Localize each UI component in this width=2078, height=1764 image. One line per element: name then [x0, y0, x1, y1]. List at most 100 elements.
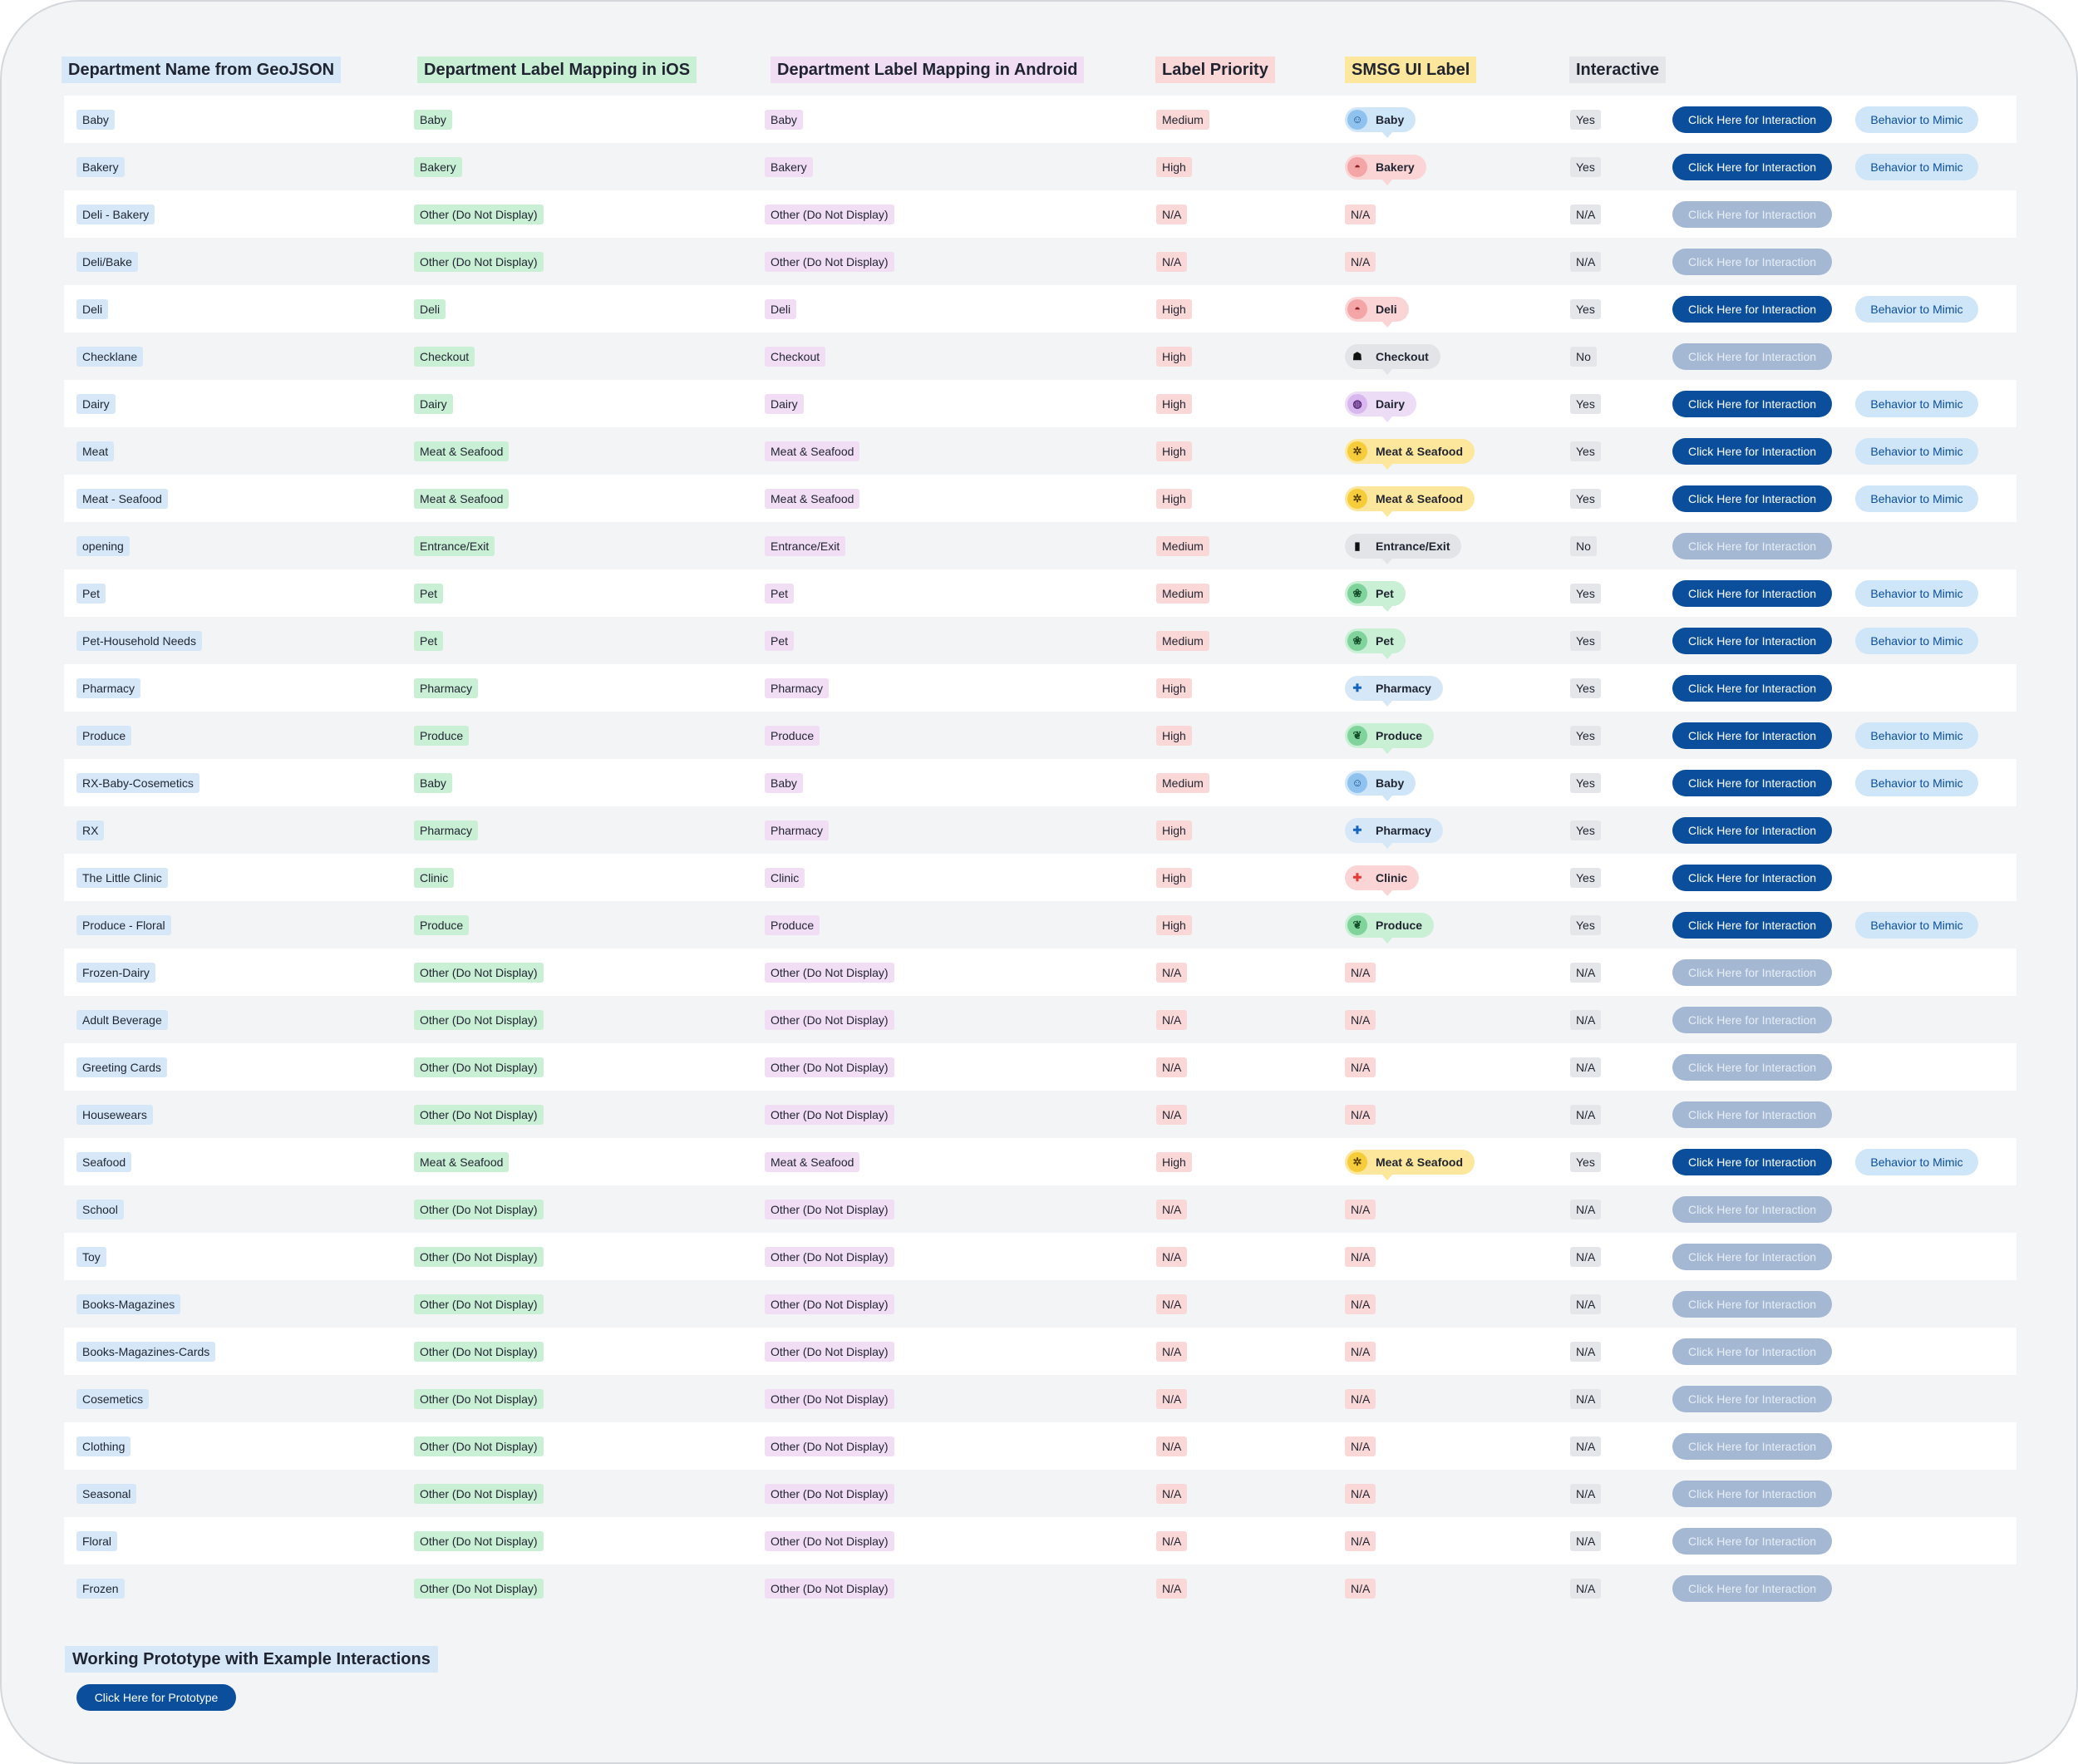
interaction-button[interactable]: Click Here for Interaction: [1672, 864, 1832, 891]
cell-geojson: Cosemetics: [76, 1375, 150, 1422]
interaction-button[interactable]: Click Here for Interaction: [1672, 1432, 1832, 1460]
interaction-button[interactable]: Click Here for Interaction: [1672, 437, 1832, 465]
behavior-to-mimic-button[interactable]: Behavior to Mimic: [1855, 390, 1978, 417]
geojson-name-tag: Pet: [76, 583, 106, 604]
smsg-map-label: ❀ Pet: [1345, 628, 1406, 659]
interaction-button[interactable]: Click Here for Interaction: [1672, 532, 1832, 559]
baby-icon: ☺: [1347, 109, 1367, 130]
interaction-button[interactable]: Click Here for Interaction: [1672, 1195, 1832, 1223]
cell-android: Dairy: [765, 380, 804, 427]
interaction-button[interactable]: Click Here for Interaction: [1672, 390, 1832, 417]
cell-ios: Other (Do Not Display): [414, 949, 544, 996]
interaction-button[interactable]: Click Here for Interaction: [1672, 1053, 1832, 1081]
table-row: Toy Other (Do Not Display) Other (Do Not D…: [64, 1233, 2016, 1280]
behavior-to-mimic-button[interactable]: Behavior to Mimic: [1855, 1148, 1978, 1175]
interaction-button[interactable]: Click Here for Interaction: [1672, 248, 1832, 275]
ios-label-tag: Other (Do Not Display): [414, 1483, 544, 1504]
cell-interactive: N/A: [1570, 1564, 1602, 1612]
behavior-to-mimic-button[interactable]: Behavior to Mimic: [1855, 579, 1978, 607]
interaction-button[interactable]: Click Here for Interaction: [1672, 1006, 1832, 1033]
interaction-button[interactable]: Click Here for Interaction: [1672, 627, 1832, 654]
interaction-button[interactable]: Click Here for Interaction: [1672, 722, 1832, 749]
cell-geojson: Books-Magazines-Cards: [76, 1328, 216, 1375]
interaction-button[interactable]: Click Here for Interaction: [1672, 769, 1832, 796]
cell-smsg-label: N/A: [1345, 190, 1376, 238]
table-header: Department Name from GeoJSON Department …: [62, 57, 2023, 85]
interaction-button[interactable]: Click Here for Interaction: [1672, 1290, 1832, 1318]
android-label-tag: Produce: [765, 725, 820, 746]
cell-geojson: Produce: [76, 712, 132, 759]
priority-tag: High: [1156, 393, 1192, 414]
cell-android: Other (Do Not Display): [765, 1233, 894, 1280]
ios-label-tag: Other (Do Not Display): [414, 1436, 544, 1456]
interaction-button[interactable]: Click Here for Interaction: [1672, 200, 1832, 228]
prototype-button[interactable]: Click Here for Prototype: [76, 1684, 236, 1711]
cell-priority: N/A: [1156, 996, 1188, 1043]
deli-icon: ◓: [1347, 298, 1367, 319]
cell-priority: Medium: [1156, 569, 1209, 617]
behavior-to-mimic-button[interactable]: Behavior to Mimic: [1855, 627, 1978, 654]
interaction-button[interactable]: Click Here for Interaction: [1672, 153, 1832, 180]
cell-action: Click Here for Interaction: [1672, 1470, 1832, 1517]
interaction-button[interactable]: Click Here for Interaction: [1672, 485, 1832, 512]
behavior-to-mimic-button[interactable]: Behavior to Mimic: [1855, 769, 1978, 796]
interaction-button[interactable]: Click Here for Interaction: [1672, 1527, 1832, 1555]
ios-label-tag: Other (Do Not Display): [414, 1246, 544, 1267]
smsg-label-text: Pet: [1376, 586, 1394, 600]
cell-interactive: N/A: [1570, 1470, 1602, 1517]
interactive-tag: No: [1570, 346, 1597, 367]
cell-ios: Bakery: [414, 143, 462, 190]
table-row: RX Pharmacy Pharmacy High ✚ Pharmacy Yes Click …: [64, 806, 2016, 854]
cell-geojson: Deli: [76, 285, 109, 333]
interaction-button[interactable]: Click Here for Interaction: [1672, 816, 1832, 844]
priority-tag: High: [1156, 914, 1192, 935]
cell-ios: Produce: [414, 901, 470, 949]
interaction-button[interactable]: Click Here for Interaction: [1672, 342, 1832, 370]
geojson-name-tag: Seafood: [76, 1151, 132, 1172]
priority-tag: Medium: [1156, 109, 1209, 130]
behavior-to-mimic-button[interactable]: Behavior to Mimic: [1855, 106, 1978, 133]
interaction-button[interactable]: Click Here for Interaction: [1672, 295, 1832, 323]
cell-interactive: Yes: [1570, 854, 1601, 901]
smsg-label-text: Baby: [1376, 112, 1405, 126]
interaction-button[interactable]: Click Here for Interaction: [1672, 1574, 1832, 1602]
behavior-to-mimic-button[interactable]: Behavior to Mimic: [1855, 153, 1978, 180]
cell-priority: N/A: [1156, 238, 1188, 285]
interaction-button[interactable]: Click Here for Interaction: [1672, 958, 1832, 986]
smsg-na-tag: N/A: [1345, 1057, 1376, 1077]
cell-priority: N/A: [1156, 1470, 1188, 1517]
interaction-button[interactable]: Click Here for Interaction: [1672, 579, 1832, 607]
cell-smsg-label: ❦ Produce: [1345, 712, 1435, 759]
ios-label-tag: Other (Do Not Display): [414, 1104, 544, 1125]
ios-label-tag: Other (Do Not Display): [414, 1009, 544, 1030]
interaction-button[interactable]: Click Here for Interaction: [1672, 1338, 1832, 1365]
cell-geojson: Housewears: [76, 1091, 153, 1138]
cell-action: Click Here for Interaction: [1672, 522, 1832, 569]
behavior-to-mimic-button[interactable]: Behavior to Mimic: [1855, 295, 1978, 323]
cell-ios: Pet: [414, 569, 444, 617]
table-row: Deli Deli Deli High ◓ Deli Yes Click Here for I…: [64, 285, 2016, 333]
behavior-to-mimic-button[interactable]: Behavior to Mimic: [1855, 485, 1978, 512]
interaction-button[interactable]: Click Here for Interaction: [1672, 911, 1832, 939]
cell-smsg-label: ◓ Bakery: [1345, 143, 1426, 190]
geojson-name-tag: Books-Magazines: [76, 1293, 181, 1314]
interaction-button[interactable]: Click Here for Interaction: [1672, 1148, 1832, 1175]
interaction-button[interactable]: Click Here for Interaction: [1672, 1243, 1832, 1270]
behavior-to-mimic-button[interactable]: Behavior to Mimic: [1855, 911, 1978, 939]
cell-smsg-label: ✲ Meat & Seafood: [1345, 475, 1475, 522]
behavior-to-mimic-button[interactable]: Behavior to Mimic: [1855, 722, 1978, 749]
interaction-button[interactable]: Click Here for Interaction: [1672, 1480, 1832, 1507]
interaction-button[interactable]: Click Here for Interaction: [1672, 1385, 1832, 1412]
bakery-icon: ◓: [1347, 156, 1367, 177]
cell-priority: High: [1156, 712, 1192, 759]
cell-action: Click Here for Interaction: [1672, 1185, 1832, 1233]
geojson-name-tag: RX: [76, 820, 105, 840]
smsg-na-tag: N/A: [1345, 251, 1376, 272]
geojson-name-tag: opening: [76, 535, 130, 556]
smsg-map-label: ◓ Deli: [1345, 296, 1409, 328]
cell-interactive: N/A: [1570, 1422, 1602, 1470]
interaction-button[interactable]: Click Here for Interaction: [1672, 674, 1832, 702]
interaction-button[interactable]: Click Here for Interaction: [1672, 1101, 1832, 1128]
interaction-button[interactable]: Click Here for Interaction: [1672, 106, 1832, 133]
behavior-to-mimic-button[interactable]: Behavior to Mimic: [1855, 437, 1978, 465]
